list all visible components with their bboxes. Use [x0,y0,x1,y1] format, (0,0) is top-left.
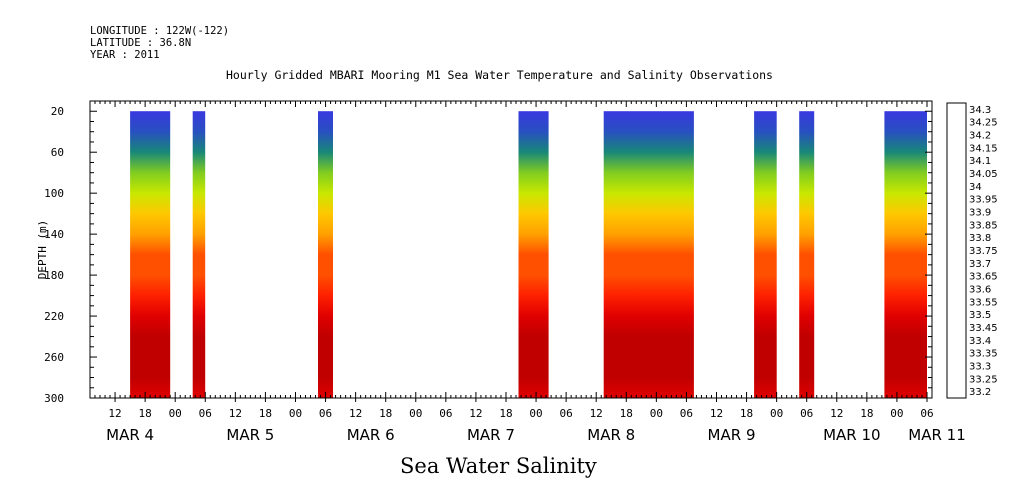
x-tick-label: 18 [259,407,272,420]
y-tick-label: 140 [44,228,64,241]
x-tick-label: 12 [108,407,121,420]
x-tick-label: 12 [590,407,603,420]
colorbar-label: 33.55 [969,297,998,308]
x-tick-label: 18 [860,407,873,420]
colorbar-label: 33.6 [969,284,991,295]
x-tick-label: 18 [139,407,152,420]
x-tick-label: 12 [710,407,723,420]
colorbar-label: 33.7 [969,259,991,270]
x-tick-label: 18 [379,407,392,420]
colorbar-label: 34.25 [969,118,998,129]
x-tick-label: 06 [319,407,332,420]
x-tick-label: 06 [920,407,933,420]
colorbar-label: 34.3 [969,105,991,116]
data-block-7 [799,111,815,398]
colorbar-label: 33.65 [969,272,998,283]
x-date-label: MAR 7 [467,426,515,444]
colorbar-label: 33.25 [969,374,998,385]
colorbar-label: 33.95 [969,195,998,206]
x-date-label: MAR 8 [587,426,635,444]
x-date-label: MAR 10 [823,426,880,444]
y-tick-label: 20 [51,105,64,118]
x-tick-label: 06 [199,407,212,420]
colorbar-label: 33.4 [969,336,991,347]
colorbar-label: 34.05 [969,169,998,180]
x-tick-label: 06 [560,407,573,420]
x-tick-label: 00 [650,407,663,420]
y-tick-label: 220 [44,310,64,323]
x-tick-label: 06 [439,407,452,420]
x-tick-label: 18 [740,407,753,420]
colorbar-label: 33.5 [969,310,991,321]
x-date-label: MAR 11 [908,426,965,444]
colorbar-frame [946,102,967,399]
colorbar-label: 33.45 [969,323,998,334]
x-tick-label: 18 [620,407,633,420]
colorbar-label: 34.15 [969,143,998,154]
colorbar-label: 33.8 [969,233,991,244]
x-tick-label: 12 [469,407,482,420]
x-tick-label: 00 [289,407,302,420]
x-tick-label: 06 [680,407,693,420]
y-tick-label: 60 [51,146,64,159]
x-tick-label: 06 [800,407,813,420]
data-block-5 [603,111,694,398]
y-tick-label: 180 [44,269,64,282]
data-block-1 [130,111,171,398]
x-tick-label: 00 [770,407,783,420]
variable-title: Sea Water Salinity [400,454,597,478]
data-block-2 [192,111,206,398]
latitude-label: LATITUDE : 36.8N [90,37,192,49]
x-tick-label: 12 [229,407,242,420]
x-tick-label: 00 [529,407,542,420]
y-ticks: 20 60 100 140 180 220 260 300 [44,100,932,405]
longitude-label: LONGITUDE : 122W(-122) [90,25,230,37]
x-ticks: 12 18 00 06 12 18 00 06 12 18 00 06 12 18 00 06 12 18 00 06… [94,101,966,444]
y-tick-label: 100 [44,187,64,200]
data-block-8 [884,111,927,398]
y-axis-label: DEPTH (m) [36,220,49,280]
x-tick-label: 12 [349,407,362,420]
data-blocks [130,111,927,398]
data-block-3 [318,111,333,398]
colorbar-label: 33.35 [969,349,998,360]
x-tick-label: 00 [169,407,182,420]
colorbar-label: 33.2 [969,387,991,398]
colorbar-label: 34.1 [969,156,991,167]
year-label: YEAR : 2011 [90,49,160,61]
data-block-4 [518,111,549,398]
colorbar-label: 33.75 [969,246,998,257]
x-date-label: MAR 6 [347,426,395,444]
y-tick-label: 260 [44,351,64,364]
x-tick-label: 00 [409,407,422,420]
x-date-label: MAR 5 [226,426,274,444]
colorbar-label: 34.2 [969,131,991,142]
colorbar-label: 33.3 [969,361,991,372]
x-date-label: MAR 4 [106,426,154,444]
x-tick-label: 12 [830,407,843,420]
x-tick-label: 18 [499,407,512,420]
colorbar-label: 33.85 [969,220,998,231]
y-tick-label: 300 [44,392,64,405]
colorbar: 34.334.2534.234.1534.134.053433.9533.933… [946,102,998,399]
x-tick-label: 00 [890,407,903,420]
colorbar-label: 34 [969,182,982,193]
x-date-label: MAR 9 [708,426,756,444]
colorbar-label: 33.9 [969,208,991,219]
chart-title: Hourly Gridded MBARI Mooring M1 Sea Wate… [226,68,773,82]
data-block-6 [754,111,777,398]
